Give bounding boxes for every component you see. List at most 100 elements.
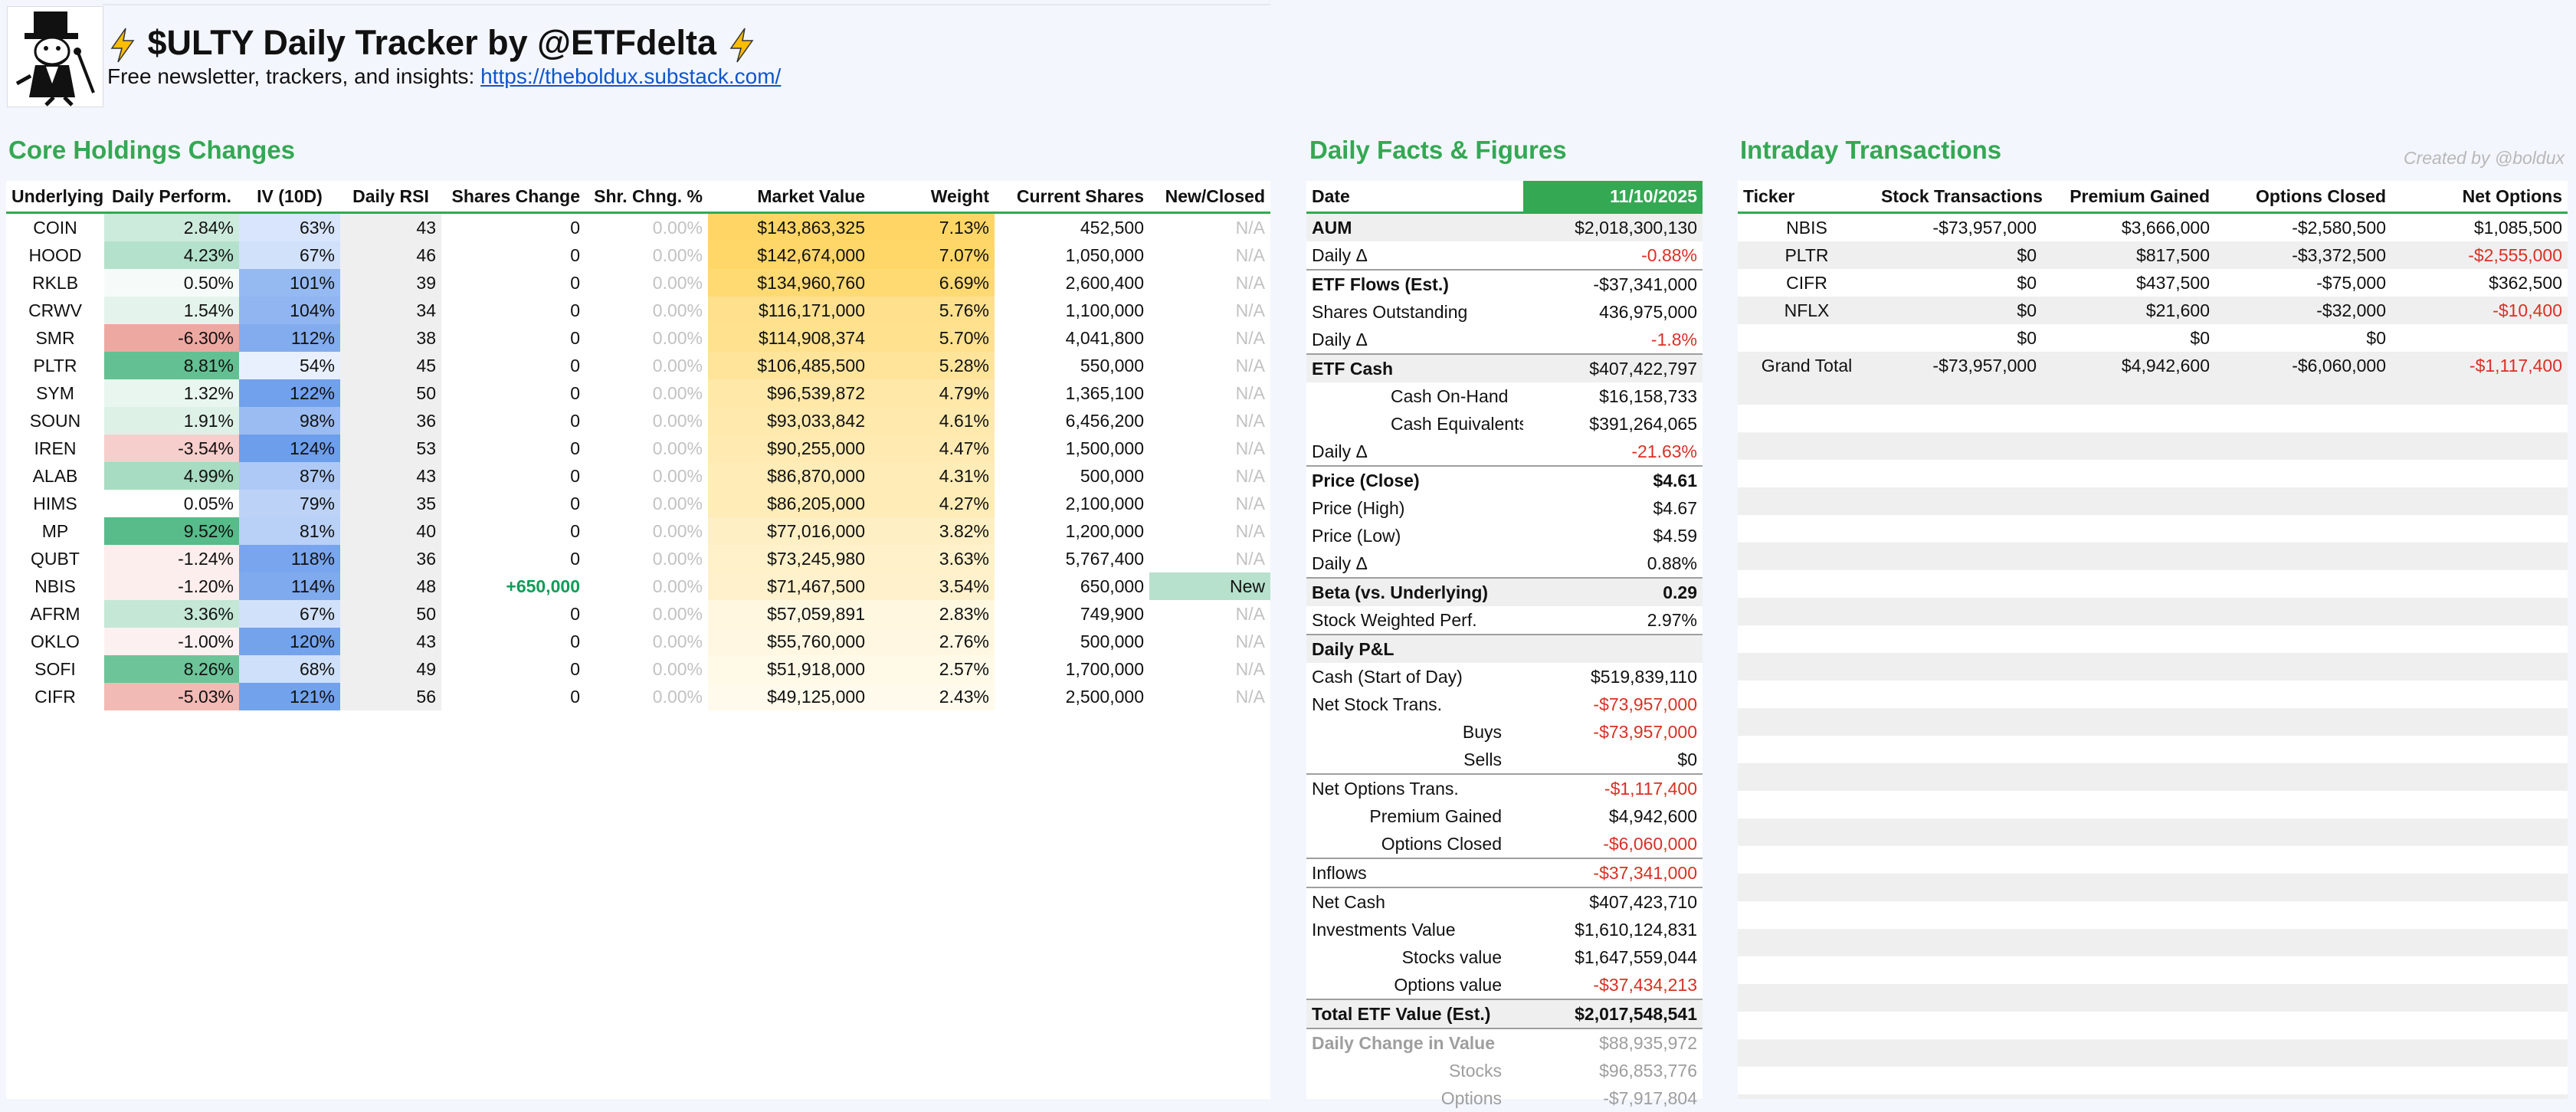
column-header[interactable]: Net Options	[2391, 181, 2568, 214]
shares-change-cell[interactable]: 0	[570, 493, 580, 513]
holding-row[interactable]: SYM 1.32% 122% 50 0 0.00% $96,539,872 4.79% 1,36…	[6, 379, 1270, 407]
rsi-cell[interactable]: 43	[340, 462, 441, 490]
current-shares-cell[interactable]: 2,600,400	[1065, 272, 1144, 293]
shares-change-pct-cell[interactable]: 0.00%	[652, 576, 703, 596]
ticker-cell[interactable]: MP	[41, 520, 69, 541]
status-cell[interactable]: N/A	[1235, 327, 1265, 348]
holding-row[interactable]: CRWV 1.54% 104% 34 0 0.00% $116,171,000 5.76% 1,…	[6, 297, 1270, 324]
shares-change-pct-cell[interactable]: 0.00%	[652, 631, 703, 651]
market-value-cell[interactable]: $71,467,500	[708, 572, 870, 600]
holding-row[interactable]: OKLO -1.00% 120% 43 0 0.00% $55,760,000 2.76% 50…	[6, 628, 1270, 655]
weight-cell[interactable]: 2.57%	[870, 655, 995, 683]
market-value-cell[interactable]: $114,908,374	[708, 324, 870, 352]
shares-change-cell[interactable]: 0	[570, 244, 580, 265]
iv-cell[interactable]: 79%	[239, 490, 340, 517]
market-value-cell[interactable]: $134,960,760	[708, 269, 870, 297]
daily-perf-cell[interactable]: -1.00%	[104, 628, 239, 655]
ticker-cell[interactable]: SYM	[36, 382, 74, 403]
weight-cell[interactable]: 3.63%	[870, 545, 995, 572]
shares-change-pct-cell[interactable]: 0.00%	[652, 658, 703, 679]
daily-perf-cell[interactable]: 4.23%	[104, 241, 239, 269]
rsi-cell[interactable]: 36	[340, 545, 441, 572]
shares-change-pct-cell[interactable]: 0.00%	[652, 438, 703, 458]
ticker-cell[interactable]: SMR	[35, 327, 75, 348]
shares-change-cell[interactable]: 0	[570, 355, 580, 376]
current-shares-cell[interactable]: 550,000	[1080, 355, 1144, 376]
rsi-cell[interactable]: 48	[340, 572, 441, 600]
shares-change-pct-cell[interactable]: 0.00%	[652, 244, 703, 265]
market-value-cell[interactable]: $57,059,891	[708, 600, 870, 628]
current-shares-cell[interactable]: 1,050,000	[1065, 244, 1144, 265]
closed-cell[interactable]: -$6,060,000	[2215, 352, 2391, 379]
ticker-cell[interactable]: Grand Total	[1738, 352, 1876, 379]
shares-change-cell[interactable]: 0	[570, 520, 580, 541]
premium-cell[interactable]: $0	[2190, 327, 2210, 348]
current-shares-cell[interactable]: 1,500,000	[1065, 438, 1144, 458]
shares-change-pct-cell[interactable]: 0.00%	[652, 686, 703, 707]
shares-change-cell[interactable]: 0	[570, 410, 580, 431]
weight-cell[interactable]: 4.79%	[870, 379, 995, 407]
column-header[interactable]: Shares Change	[441, 181, 585, 214]
weight-cell[interactable]: 5.70%	[870, 324, 995, 352]
holding-row[interactable]: IREN -3.54% 124% 53 0 0.00% $90,255,000 4.47% 1,…	[6, 435, 1270, 462]
shares-change-pct-cell[interactable]: 0.00%	[652, 548, 703, 569]
ticker-cell[interactable]: NFLX	[1738, 297, 1876, 324]
shares-change-pct-cell[interactable]: 0.00%	[652, 300, 703, 320]
daily-perf-cell[interactable]: -1.24%	[104, 545, 239, 572]
holding-row[interactable]: SOUN 1.91% 98% 36 0 0.00% $93,033,842 4.61% 6,45…	[6, 407, 1270, 435]
daily-perf-cell[interactable]: 1.32%	[104, 379, 239, 407]
shares-change-cell[interactable]: 0	[570, 217, 580, 238]
market-value-cell[interactable]: $73,245,980	[708, 545, 870, 572]
ticker-cell[interactable]: CRWV	[28, 300, 82, 320]
iv-cell[interactable]: 68%	[239, 655, 340, 683]
shares-change-pct-cell[interactable]: 0.00%	[652, 520, 703, 541]
stock-cell[interactable]: -$73,957,000	[1932, 217, 2037, 238]
weight-cell[interactable]: 5.28%	[870, 352, 995, 379]
premium-cell[interactable]: $4,942,600	[2042, 352, 2215, 379]
rsi-cell[interactable]: 50	[340, 600, 441, 628]
closed-cell[interactable]: -$3,372,500	[2215, 241, 2391, 269]
current-shares-cell[interactable]: 1,200,000	[1065, 520, 1144, 541]
rsi-cell[interactable]: 39	[340, 269, 441, 297]
market-value-cell[interactable]: $49,125,000	[708, 683, 870, 710]
status-cell[interactable]: New	[1149, 572, 1270, 600]
market-value-cell[interactable]: $142,674,000	[708, 241, 870, 269]
column-header[interactable]: Underlying	[6, 181, 104, 214]
daily-perf-cell[interactable]: 8.26%	[104, 655, 239, 683]
rsi-cell[interactable]: 49	[340, 655, 441, 683]
column-header[interactable]: Ticker	[1738, 181, 1876, 214]
premium-cell[interactable]: $437,500	[2136, 272, 2210, 293]
ticker-cell[interactable]: QUBT	[31, 548, 80, 569]
shares-change-cell[interactable]: 0	[570, 631, 580, 651]
stock-cell[interactable]: $0	[2017, 272, 2037, 293]
weight-cell[interactable]: 4.31%	[870, 462, 995, 490]
ticker-cell[interactable]: AFRM	[30, 603, 80, 624]
net-cell[interactable]: -$2,555,000	[2391, 241, 2568, 269]
daily-perf-cell[interactable]: 1.91%	[104, 407, 239, 435]
net-cell[interactable]: $1,085,500	[2473, 217, 2562, 238]
market-value-cell[interactable]: $90,255,000	[708, 435, 870, 462]
holding-row[interactable]: CIFR -5.03% 121% 56 0 0.00% $49,125,000 2.43% 2,…	[6, 683, 1270, 710]
closed-cell[interactable]: -$32,000	[2215, 297, 2391, 324]
status-cell[interactable]: N/A	[1235, 438, 1265, 458]
ticker-cell[interactable]: RKLB	[31, 272, 79, 293]
status-cell[interactable]: N/A	[1235, 686, 1265, 707]
holding-row[interactable]: PLTR 8.81% 54% 45 0 0.00% $106,485,500 5.28% 550…	[6, 352, 1270, 379]
shares-change-cell[interactable]: 0	[570, 382, 580, 403]
holding-row[interactable]: NBIS -1.20% 114% 48 +650,000 0.00% $71,467,500…	[6, 572, 1270, 600]
ticker-cell[interactable]: IREN	[34, 438, 77, 458]
iv-cell[interactable]: 67%	[239, 600, 340, 628]
status-cell[interactable]: N/A	[1235, 355, 1265, 376]
iv-cell[interactable]: 112%	[239, 324, 340, 352]
shares-change-cell[interactable]: 0	[570, 438, 580, 458]
weight-cell[interactable]: 4.27%	[870, 490, 995, 517]
current-shares-cell[interactable]: 500,000	[1080, 465, 1144, 486]
rsi-cell[interactable]: 43	[340, 212, 441, 241]
net-cell[interactable]: -$10,400	[2391, 297, 2568, 324]
status-cell[interactable]: N/A	[1235, 658, 1265, 679]
shares-change-pct-cell[interactable]: 0.00%	[652, 327, 703, 348]
status-cell[interactable]: N/A	[1235, 244, 1265, 265]
ticker-cell[interactable]: COIN	[33, 217, 77, 238]
current-shares-cell[interactable]: 749,900	[1080, 603, 1144, 624]
rsi-cell[interactable]: 43	[340, 628, 441, 655]
